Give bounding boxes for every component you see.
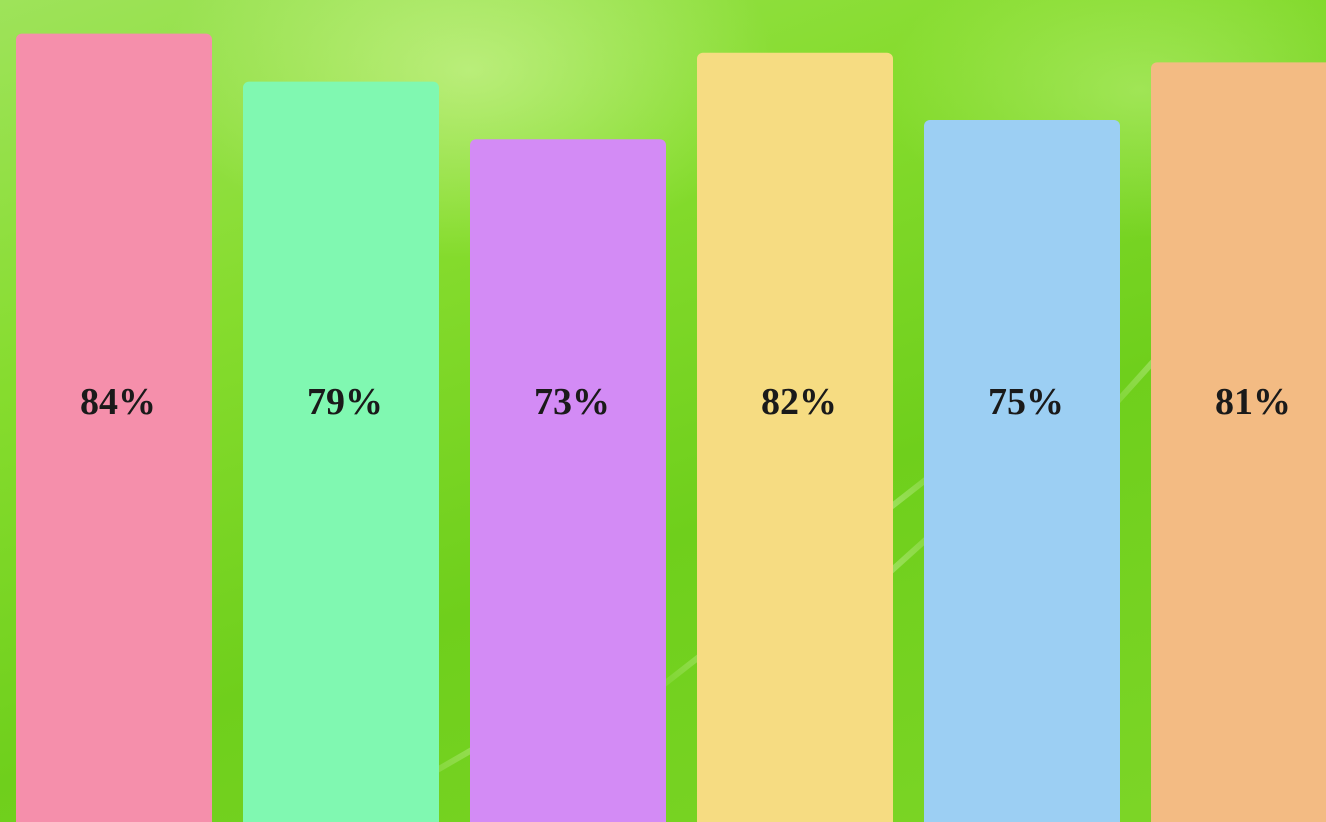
bar-2 bbox=[243, 81, 439, 822]
bar-3 bbox=[470, 139, 666, 822]
bar-group bbox=[16, 33, 1326, 822]
bar-value-label-3: 73% bbox=[534, 381, 610, 423]
bar-value-label-5: 75% bbox=[988, 381, 1064, 423]
bar-1 bbox=[16, 33, 212, 822]
bar-value-label-4: 82% bbox=[761, 381, 837, 423]
bar-value-label-2: 79% bbox=[307, 381, 383, 423]
bar-4 bbox=[697, 52, 893, 822]
value-label-group: 84% 79% 73% 82% 75% 81% bbox=[80, 381, 1291, 423]
bar-5 bbox=[924, 120, 1120, 822]
bar-value-label-1: 84% bbox=[80, 381, 156, 423]
bar-6 bbox=[1151, 62, 1326, 822]
bar-value-label-6: 81% bbox=[1215, 381, 1291, 423]
